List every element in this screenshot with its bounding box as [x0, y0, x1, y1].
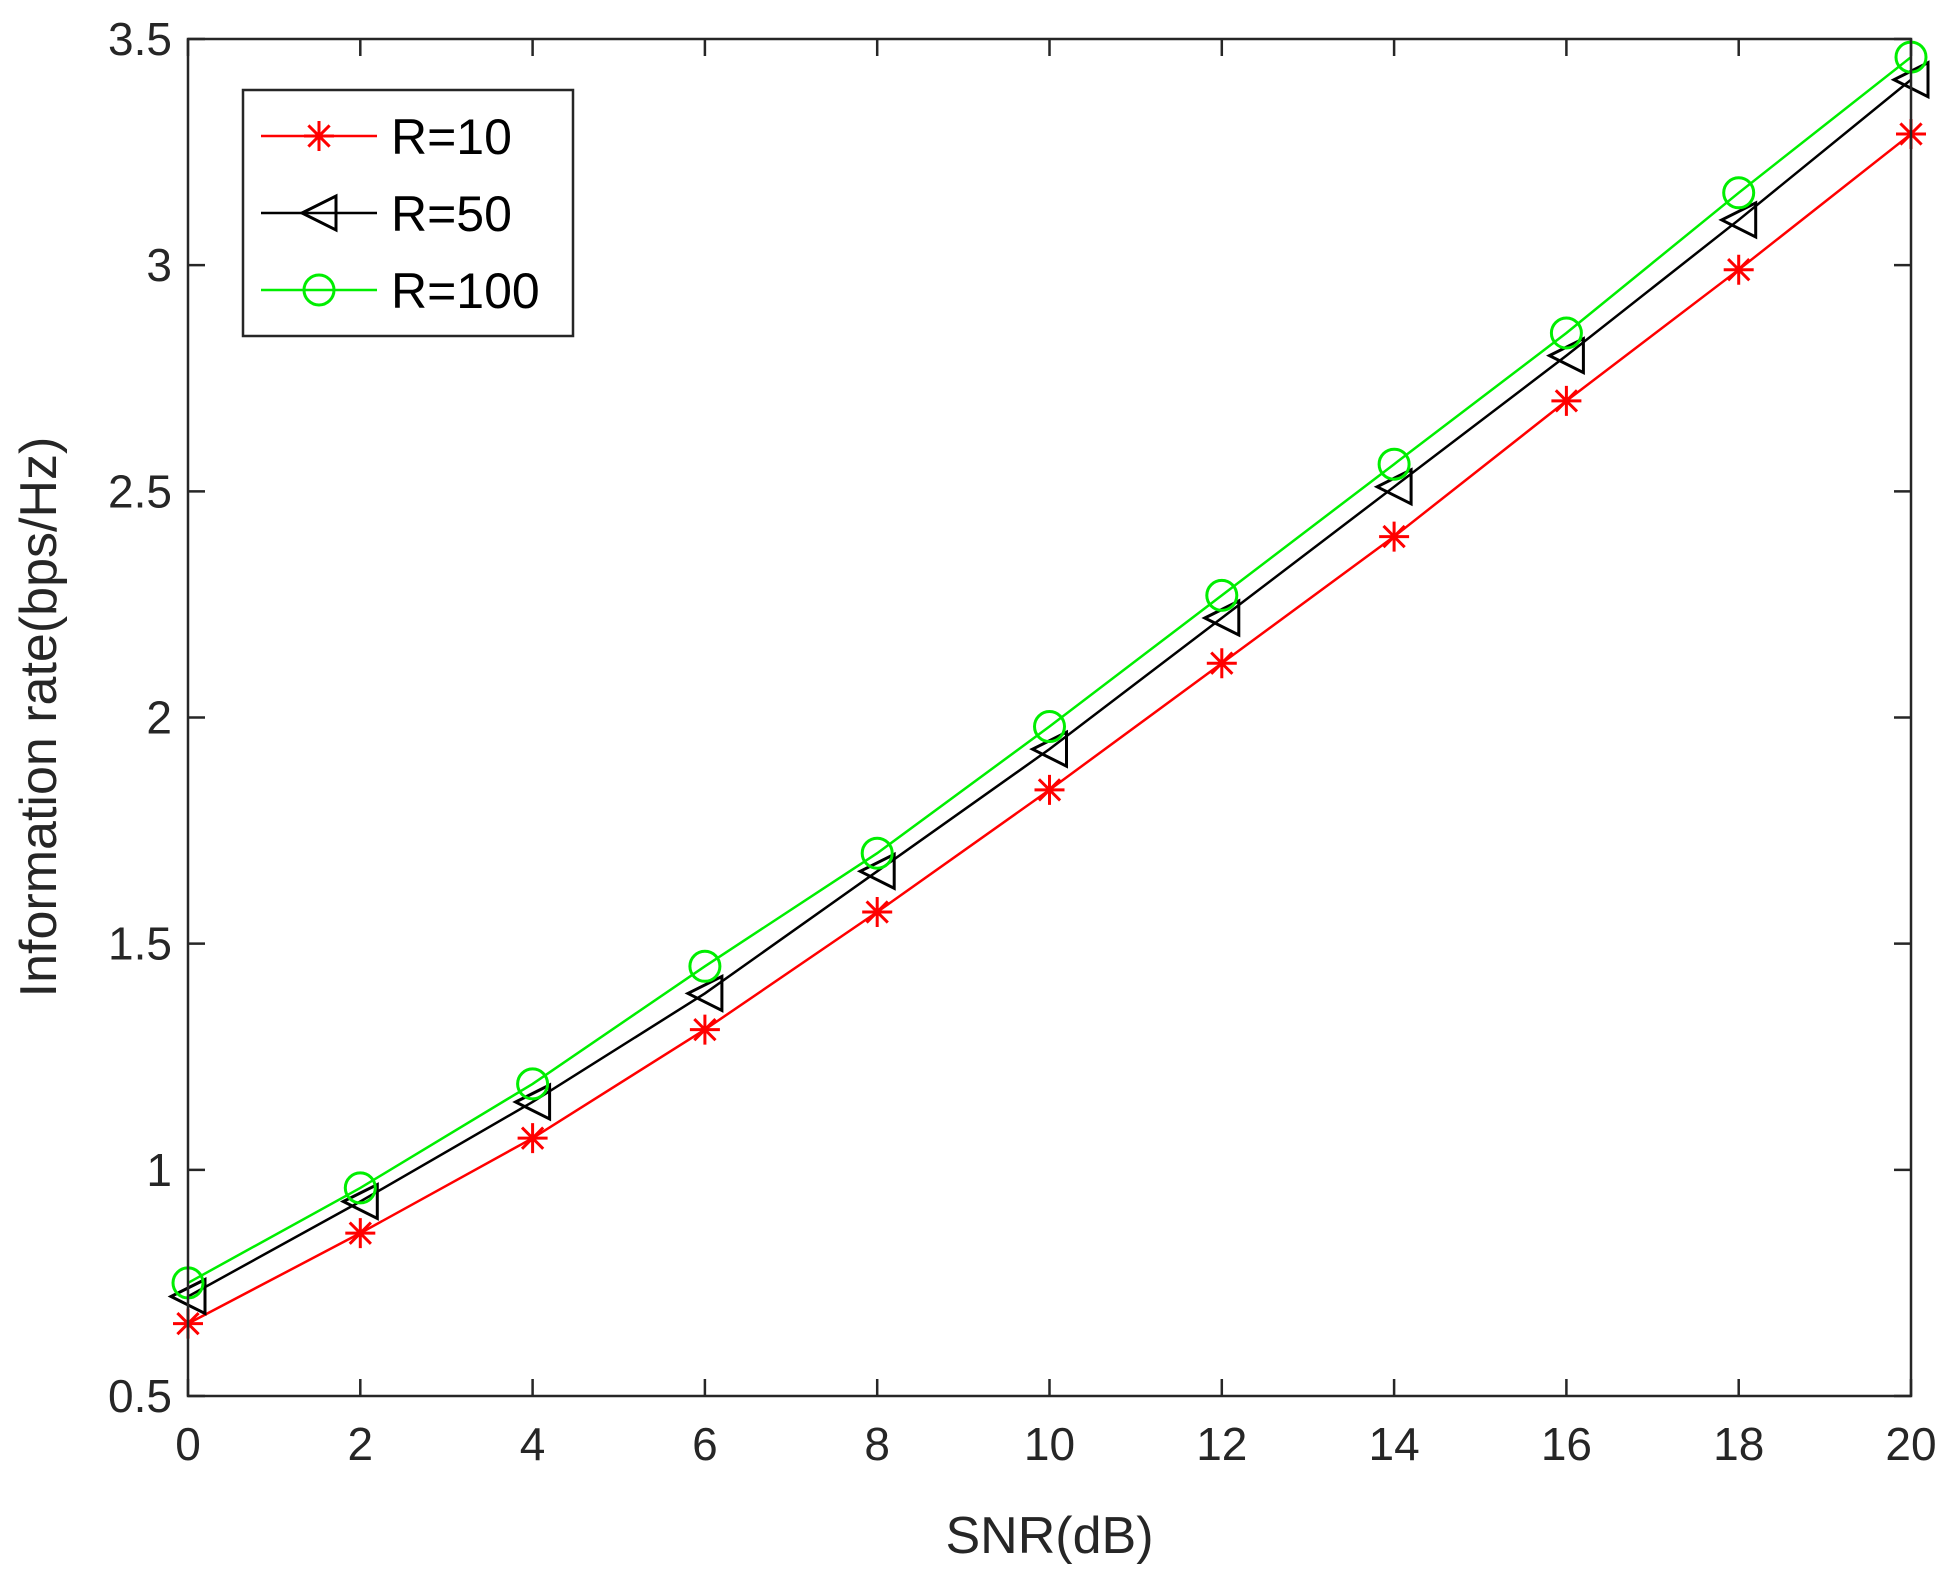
data-point	[1379, 521, 1410, 552]
data-point	[343, 1171, 377, 1205]
legend-entries: R=10 R=50 R=100	[261, 109, 540, 319]
data-point	[856, 851, 896, 891]
y-tick-label: 0.5	[108, 1370, 172, 1422]
data-point	[516, 1067, 550, 1101]
data-point	[339, 1182, 379, 1221]
y-tick-label: 1.5	[108, 918, 172, 970]
data-point	[1205, 578, 1239, 612]
y-tick-label: 2.5	[108, 465, 172, 517]
data-point	[1034, 774, 1065, 805]
series-r-100	[171, 40, 1928, 1300]
x-tick-labels: 0 2 4 6 8 10 12 14 16 18 20	[175, 1418, 1936, 1470]
legend-label: R=50	[391, 186, 512, 242]
data-point	[1723, 254, 1754, 285]
data-point	[860, 836, 894, 870]
x-axis-title: SNR(dB)	[945, 1507, 1153, 1565]
data-point	[517, 1123, 548, 1154]
x-tick-label: 0	[175, 1418, 201, 1470]
data-point	[1718, 200, 1758, 240]
data-point	[689, 1014, 720, 1045]
data-point	[688, 949, 722, 983]
data-point	[345, 1218, 376, 1249]
series-layer	[167, 40, 1930, 1339]
series-line	[187, 56, 1912, 1285]
axes-box	[186, 37, 1913, 1398]
x-tick-label: 18	[1713, 1418, 1764, 1470]
x-tick-label: 6	[692, 1418, 718, 1470]
x-tick-label: 20	[1885, 1418, 1936, 1470]
legend-label: R=10	[391, 109, 512, 165]
y-tick-labels: 0.5 1 1.5 2 2.5 3 3.5	[108, 13, 172, 1422]
data-point	[512, 1082, 552, 1122]
data-point	[1377, 447, 1411, 481]
x-tick-label: 8	[864, 1418, 890, 1470]
y-tick-label: 2	[146, 692, 172, 744]
x-tick-label: 2	[348, 1418, 374, 1470]
data-point	[862, 897, 893, 928]
data-point	[1033, 710, 1066, 744]
legend-marker	[298, 193, 338, 233]
legend-marker	[302, 273, 336, 307]
y-tick-label: 3	[146, 239, 172, 291]
x-tick-label: 14	[1369, 1418, 1420, 1470]
series-line	[187, 78, 1912, 1298]
data-point	[1206, 648, 1237, 679]
legend-label: R=100	[391, 263, 540, 319]
x-tick-label: 4	[520, 1418, 546, 1470]
legend: R=10 R=50 R=100	[241, 88, 575, 338]
y-tick-label: 3.5	[108, 13, 172, 65]
x-tick-label: 10	[1024, 1418, 1075, 1470]
y-tick-label: 1	[146, 1144, 172, 1196]
data-point	[1549, 316, 1583, 350]
y-axis-title: Information rate(bps/Hz)	[10, 437, 68, 998]
data-point	[684, 973, 724, 1013]
x-tick-label: 12	[1196, 1418, 1247, 1470]
data-point	[1551, 385, 1582, 416]
legend-marker	[304, 121, 334, 151]
x-tick-label: 16	[1541, 1418, 1592, 1470]
data-point	[1722, 176, 1756, 210]
series-r-50	[167, 60, 1930, 1316]
